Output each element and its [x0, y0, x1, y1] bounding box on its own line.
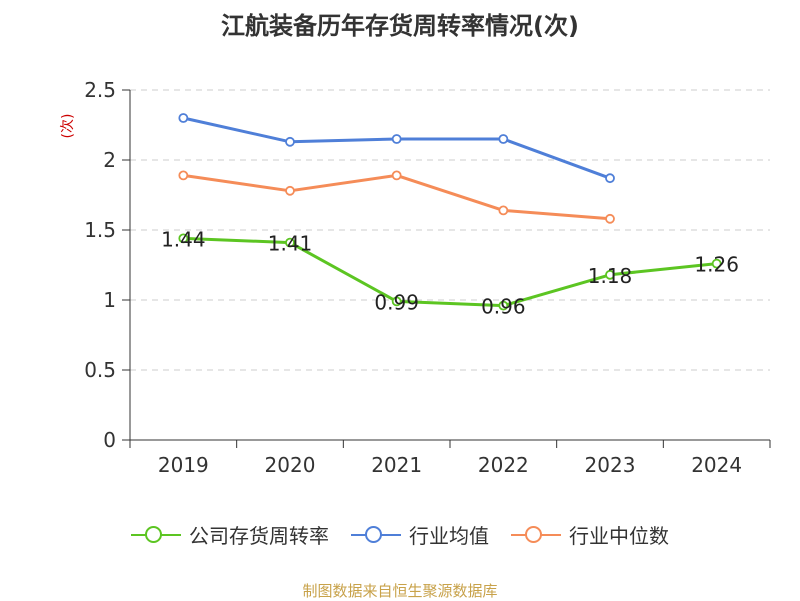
- legend-item-industry-median[interactable]: 行业中位数: [511, 520, 669, 549]
- legend-line-icon: [511, 523, 561, 547]
- y-axis-label: (次): [60, 114, 76, 139]
- y-tick-label: 1: [103, 288, 116, 312]
- x-tick-label: 2021: [371, 453, 422, 477]
- grid-lines: [130, 89, 770, 371]
- y-tick-label: 0.5: [84, 358, 116, 382]
- data-point: [178, 170, 189, 181]
- data-point: [285, 237, 295, 248]
- data-point: [605, 213, 615, 224]
- data-label: 0.99: [374, 290, 419, 314]
- legend-label: 行业均值: [409, 524, 489, 548]
- data-point: [498, 300, 509, 311]
- data-label: 1.18: [588, 264, 633, 288]
- legend-item-company[interactable]: 公司存货周转率: [131, 520, 329, 549]
- y-tick-label: 1.5: [84, 218, 116, 242]
- legend-label: 公司存货周转率: [189, 524, 329, 548]
- data-point: [178, 113, 189, 123]
- data-label: 0.96: [481, 295, 526, 319]
- series-line: [183, 236, 717, 308]
- legend-dot: [365, 525, 382, 543]
- data-label: 1.44: [161, 227, 206, 251]
- source-note: 制图数据来自恒生聚源数据库: [302, 582, 498, 600]
- axes: 0 0.5 1 1.5 2 2.5 2019 2020 2021 2022 2023 2024 (次): [60, 78, 771, 477]
- series-line: [183, 173, 611, 221]
- y-tick-label: 2.5: [84, 78, 116, 102]
- series: [178, 113, 722, 311]
- data-point: [285, 185, 295, 196]
- data-label: 1.41: [268, 232, 313, 256]
- data-point: [498, 134, 509, 144]
- legend-dot: [525, 525, 542, 543]
- y-tick-label: 0: [103, 428, 116, 452]
- data-labels: 1.44 1.41 0.99 0.96 1.18 1.26: [161, 227, 739, 318]
- legend-line-icon: [131, 523, 181, 547]
- x-tick-label: 2022: [478, 453, 529, 477]
- data-point: [391, 134, 402, 144]
- x-tick-label: 2024: [691, 453, 742, 477]
- data-point: [285, 136, 295, 147]
- legend-dot: [145, 525, 162, 543]
- legend-item-industry-mean[interactable]: 行业均值: [351, 520, 489, 549]
- chart-title: 江航装备历年存货周转率情况(次): [221, 12, 579, 40]
- data-label: 1.26: [694, 253, 739, 277]
- y-tick-label: 2: [103, 148, 116, 172]
- x-tick-label: 2023: [585, 453, 636, 477]
- data-point: [711, 258, 722, 269]
- x-tick-label: 2020: [265, 453, 316, 477]
- data-point: [178, 233, 189, 244]
- data-point: [391, 170, 402, 181]
- legend-label: 行业中位数: [569, 524, 669, 548]
- data-point: [605, 269, 615, 280]
- x-tick-label: 2019: [158, 453, 209, 477]
- data-point: [605, 173, 615, 184]
- data-point: [498, 205, 509, 216]
- legend: 公司存货周转率 行业均值 行业中位数: [0, 520, 800, 549]
- data-point: [391, 296, 402, 307]
- legend-line-icon: [351, 523, 401, 547]
- series-line: [183, 116, 611, 180]
